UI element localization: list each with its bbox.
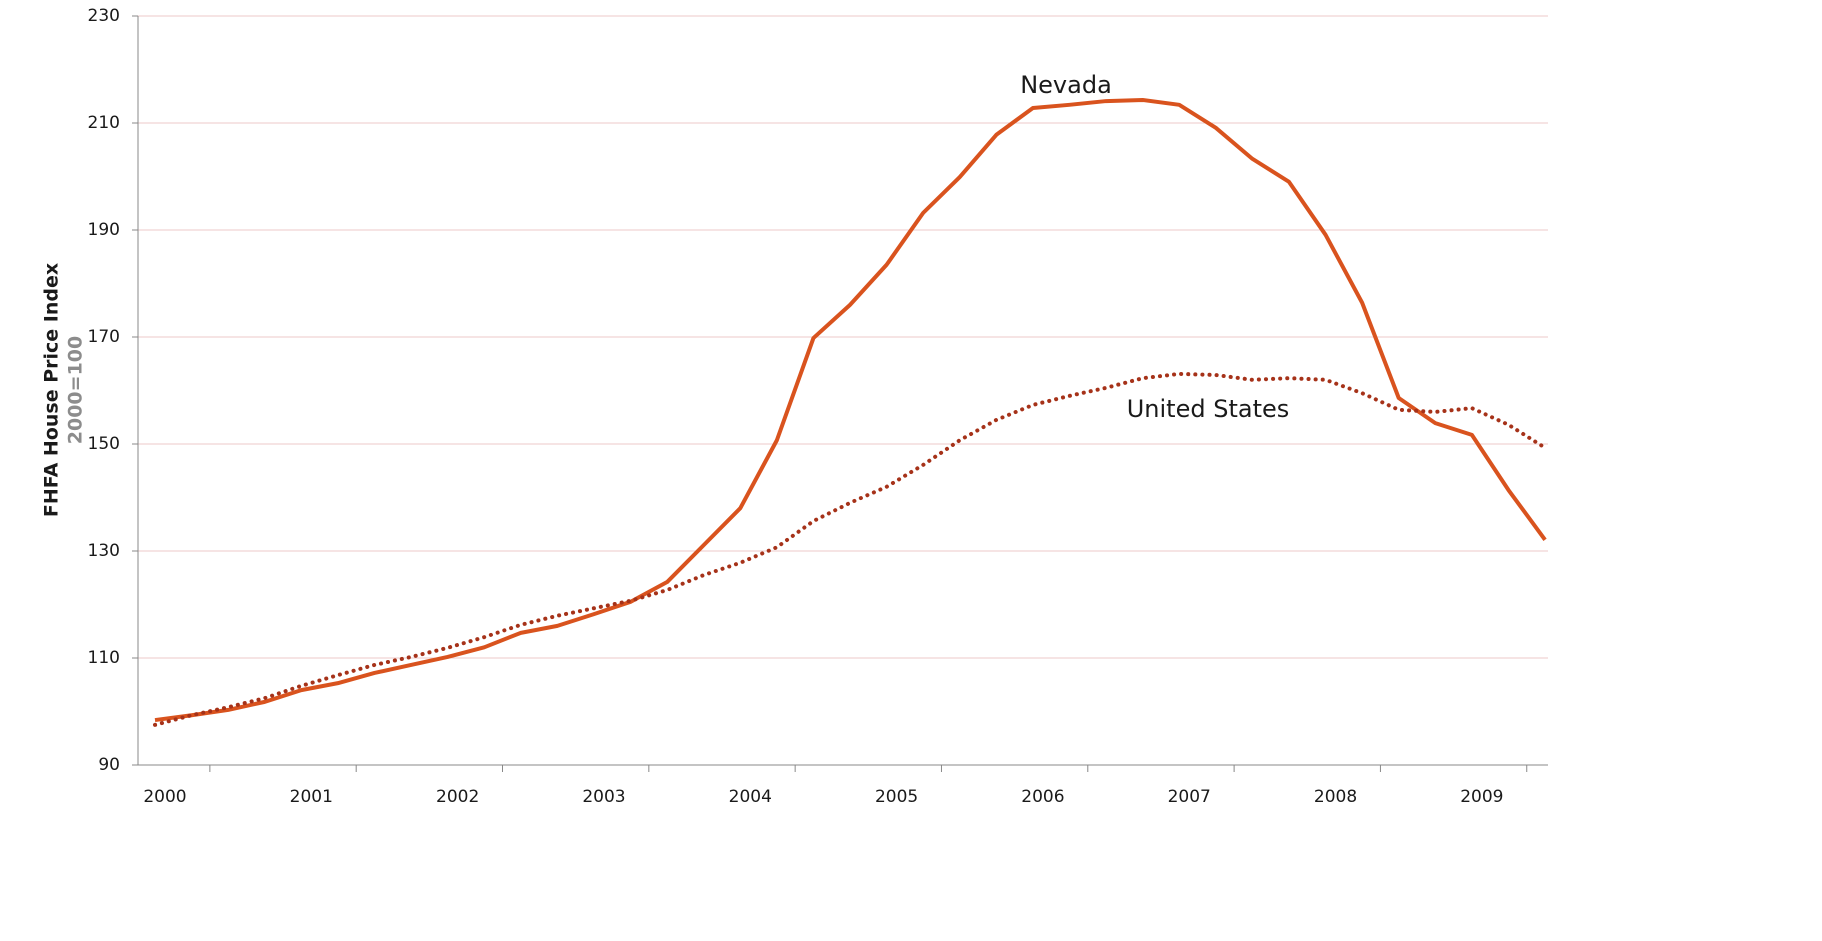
x-tick-label: 2006 (1021, 787, 1064, 807)
x-tick-label: 2001 (290, 787, 333, 807)
x-tick-label: 2009 (1460, 787, 1503, 807)
y-tick-label: 170 (88, 327, 120, 347)
x-tick-label: 2008 (1314, 787, 1357, 807)
y-tick-label: 210 (88, 113, 120, 133)
series-line (154, 97, 1547, 723)
y-tick-label: 110 (88, 648, 120, 668)
x-tick-label: 2005 (875, 787, 918, 807)
y-axis-sublabel: 2000=100 (65, 336, 87, 444)
x-tick-label: 2007 (1168, 787, 1211, 807)
y-tick-label: 190 (88, 220, 120, 240)
y-tick-label: 230 (88, 6, 120, 26)
x-tick-label: 2002 (436, 787, 479, 807)
series-label: Nevada (1020, 71, 1112, 99)
series-label: United States (1127, 395, 1290, 423)
x-tick-label: 2000 (143, 787, 186, 807)
y-tick-label: 150 (88, 434, 120, 454)
series-line (153, 371, 1548, 727)
y-axis-label: FHFA House Price Index (41, 263, 63, 517)
y-tick-label: 130 (88, 541, 120, 561)
y-tick-label: 90 (98, 755, 120, 775)
x-tick-label: 2004 (729, 787, 772, 807)
x-tick-label: 2003 (582, 787, 625, 807)
